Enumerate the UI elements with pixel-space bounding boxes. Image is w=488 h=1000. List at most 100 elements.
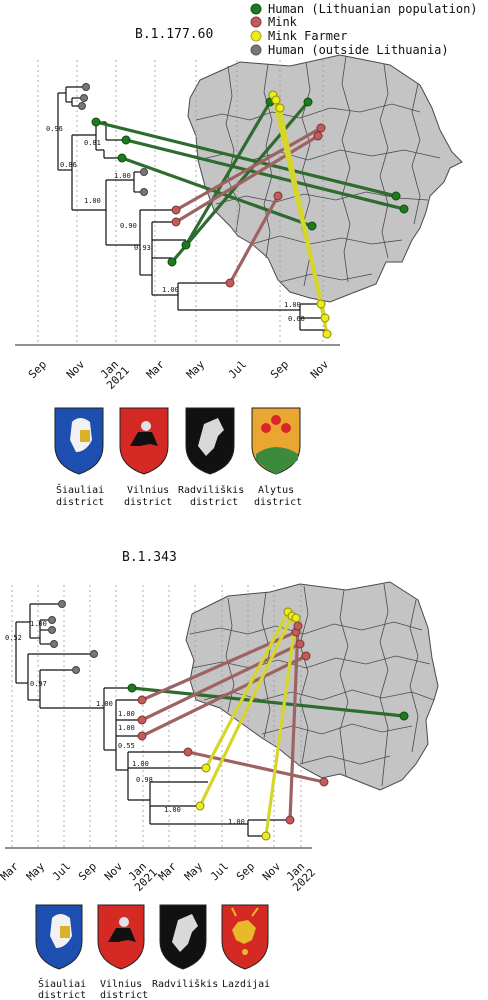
map-point-mink (273, 191, 283, 201)
svg-text:Nov: Nov (308, 358, 332, 382)
tip-farmer (195, 801, 205, 811)
svg-text:Mar: Mar (144, 358, 168, 382)
tip-outside (58, 600, 66, 608)
svg-text:district: district (254, 497, 302, 508)
tip-farmer (201, 763, 211, 773)
bottom-district-labels: Šiauliai district Vilnius district Radvi… (38, 977, 270, 1000)
siauliai-coat-of-arms (35, 904, 83, 970)
svg-text:Šiauliai: Šiauliai (56, 483, 104, 496)
svg-text:May: May (24, 860, 48, 884)
svg-text:Sep: Sep (26, 358, 49, 381)
svg-text:Radviliškis: Radviliškis (178, 484, 244, 496)
legend-label-mink: Mink (268, 15, 298, 29)
tip-mink (171, 205, 181, 215)
svg-text:Sep: Sep (234, 860, 257, 883)
tip-outside (48, 616, 56, 624)
svg-text:district: district (124, 497, 172, 508)
tip-human (91, 117, 101, 127)
legend-marker-mink (250, 16, 262, 28)
legend-marker-human-outside (250, 44, 262, 56)
map-point-mink (301, 651, 311, 661)
svg-text:Radviliškis: Radviliškis (152, 978, 218, 990)
top-phylogenetic-tree (57, 86, 326, 331)
svg-text:1.00: 1.00 (118, 710, 135, 718)
svg-text:0.96: 0.96 (46, 125, 63, 133)
bottom-tick-jan-2022: Jan2022 (282, 858, 318, 894)
svg-text:Nov: Nov (260, 860, 284, 884)
map-point-human (307, 221, 317, 231)
tip-outside (140, 168, 148, 176)
bottom-link-farmer (198, 614, 294, 808)
top-link-mink (228, 194, 280, 285)
svg-text:1.00: 1.00 (30, 620, 47, 628)
svg-text:Vilnius: Vilnius (100, 979, 142, 990)
tip-outside (90, 650, 98, 658)
svg-text:1.00: 1.00 (132, 760, 149, 768)
tip-outside (80, 94, 88, 102)
lazdijai-coat-of-arms (221, 904, 269, 970)
legend: Human (Lithuanian population) Mink Mink … (250, 2, 478, 57)
map-point-farmer (275, 103, 285, 113)
svg-text:Vilnius: Vilnius (127, 485, 169, 496)
svg-text:district: district (38, 990, 86, 1000)
tip-farmer (316, 299, 326, 309)
svg-text:1.00: 1.00 (96, 700, 113, 708)
tip-farmer (322, 329, 332, 339)
map-point-human (303, 97, 313, 107)
bottom-link-mink (140, 654, 308, 738)
tip-mink (171, 217, 181, 227)
svg-text:Mar: Mar (0, 860, 21, 884)
map-point-human (391, 191, 401, 201)
svg-text:0.55: 0.55 (118, 742, 135, 750)
svg-text:0.90: 0.90 (120, 222, 137, 230)
tip-mink (137, 715, 147, 725)
map-point-human (399, 204, 409, 214)
svg-text:Sep: Sep (268, 358, 291, 381)
siauliai-coat-of-arms (54, 407, 104, 475)
tip-mink (285, 815, 295, 825)
svg-text:1.00: 1.00 (284, 301, 301, 309)
map-point-human (399, 711, 409, 721)
svg-text:0.97: 0.97 (30, 680, 47, 688)
top-geo-links (94, 93, 406, 336)
svg-text:1.00: 1.00 (114, 172, 131, 180)
tip-human (121, 135, 131, 145)
bottom-link-farmer (264, 616, 298, 838)
tip-outside (82, 83, 90, 91)
top-link-human (184, 100, 272, 247)
top-axis-ticks: Sep Nov Jan2021 Mar May Jul Sep Nov (26, 358, 332, 392)
svg-text:district: district (190, 497, 238, 508)
svg-text:May: May (184, 358, 208, 382)
map-point-farmer (271, 95, 281, 105)
top-tips (78, 83, 409, 339)
bottom-axis-ticks: Mar May Jul Sep Nov Jan2021 Mar May Jul … (0, 858, 318, 894)
bottom-panel-title: B.1.343 (122, 550, 177, 565)
top-link-mink (174, 134, 320, 224)
legend-label-human-lt: Human (Lithuanian population) (268, 2, 478, 16)
tip-outside (48, 626, 56, 634)
tip-mink (183, 747, 193, 757)
tip-outside (72, 666, 80, 674)
legend-label-mink-farmer: Mink Farmer (268, 29, 347, 43)
svg-text:1.00: 1.00 (162, 286, 179, 294)
tip-human (127, 683, 137, 693)
svg-text:Alytus: Alytus (258, 485, 294, 496)
radviliskis-coat-of-arms (159, 904, 207, 970)
tip-outside (140, 188, 148, 196)
svg-text:Mar: Mar (156, 860, 180, 884)
tip-outside (78, 102, 86, 110)
top-link-human (124, 138, 406, 211)
top-link-human (94, 120, 398, 198)
bottom-geo-links (130, 610, 406, 838)
bottom-tips (48, 600, 409, 841)
tip-human (167, 257, 177, 267)
tip-human (117, 153, 127, 163)
map-point-mink (319, 777, 329, 787)
svg-text:Jul: Jul (226, 358, 249, 381)
vilnius-district-coat-of-arms (119, 407, 169, 475)
tip-mink (137, 695, 147, 705)
svg-text:district: district (56, 497, 104, 508)
vilnius-district-coat-of-arms (97, 904, 145, 970)
bottom-link-farmer (204, 610, 290, 770)
bottom-link-human (130, 686, 406, 718)
